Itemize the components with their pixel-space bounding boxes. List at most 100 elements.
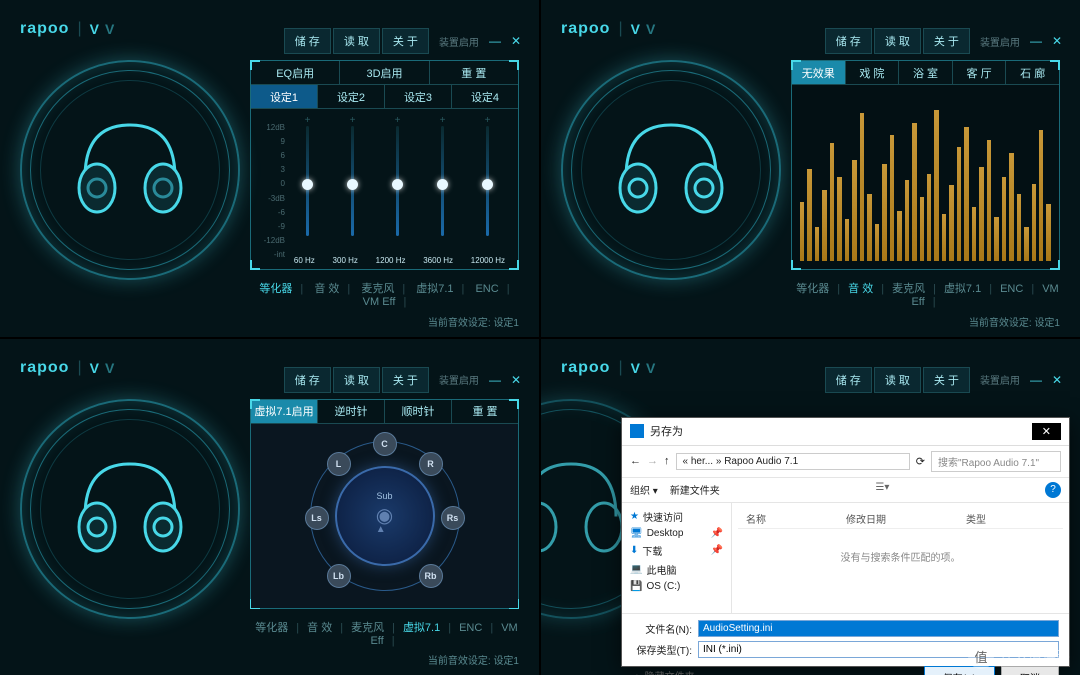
tab-preset3[interactable]: 设定3 <box>385 85 452 108</box>
view-icon[interactable]: ☰▾ <box>875 482 889 498</box>
save-button[interactable]: 储 存 <box>825 28 872 54</box>
save-button[interactable]: 储 存 <box>825 367 872 393</box>
load-button[interactable]: 读 取 <box>874 28 921 54</box>
close-icon[interactable]: ✕ <box>1052 34 1062 48</box>
spectrum-bar <box>934 110 938 261</box>
save-button[interactable]: 储 存 <box>284 28 331 54</box>
eq-slider[interactable] <box>351 126 354 236</box>
ft-eq[interactable]: 等化器 <box>792 283 833 295</box>
spk-r[interactable]: R <box>419 452 443 476</box>
apply-link[interactable]: 装置启用 <box>439 372 479 387</box>
spk-rb[interactable]: Rb <box>419 564 443 588</box>
ft-fx[interactable]: 音 效 <box>844 283 877 295</box>
apply-link[interactable]: 装置启用 <box>439 34 479 49</box>
eq-slider[interactable] <box>306 126 309 236</box>
about-button[interactable]: 关 于 <box>382 367 429 393</box>
minimize-icon[interactable]: — <box>1030 373 1042 387</box>
spk-ls[interactable]: Ls <box>305 506 329 530</box>
path-field[interactable]: « her... » Rapoo Audio 7.1 <box>676 453 910 470</box>
spectrum-bar <box>852 160 856 261</box>
ft-enc[interactable]: ENC <box>471 283 502 295</box>
spectrum-bar <box>882 164 886 261</box>
nav-fwd-icon[interactable]: → <box>647 455 658 467</box>
spectrum-bar <box>860 113 864 261</box>
ft-v71[interactable]: 虚拟7.1 <box>412 283 457 295</box>
side-osc[interactable]: 💾OS (C:) <box>626 579 727 594</box>
panel-fx: rapoo|VV 储 存读 取关 于装置启用—✕ 无效果 戏 院 浴 室 客 厅… <box>541 0 1080 337</box>
newfolder-button[interactable]: 新建文件夹 <box>670 482 720 498</box>
tab-3d-enable[interactable]: 3D启用 <box>340 61 429 84</box>
eq-slider[interactable] <box>396 126 399 236</box>
panel-save: rapoo|VV 储 存读 取关 于装置启用—✕ 另存为✕ ←→↑ « her.… <box>541 339 1080 675</box>
help-icon[interactable]: ? <box>1045 482 1061 498</box>
about-button[interactable]: 关 于 <box>923 367 970 393</box>
save-dialog: 另存为✕ ←→↑ « her... » Rapoo Audio 7.1⟳ 搜索"… <box>621 417 1070 668</box>
tab-living[interactable]: 客 厅 <box>953 61 1007 84</box>
spk-rs[interactable]: Rs <box>441 506 465 530</box>
ft-enc[interactable]: ENC <box>996 283 1027 295</box>
apply-link[interactable]: 装置启用 <box>980 372 1020 387</box>
tab-ccw[interactable]: 逆时针 <box>318 400 385 423</box>
side-desktop[interactable]: 🖥Desktop📌 <box>626 526 727 541</box>
nav-up-icon[interactable]: ↑ <box>664 455 670 467</box>
minimize-icon[interactable]: — <box>1030 34 1042 48</box>
apply-link[interactable]: 装置启用 <box>980 34 1020 49</box>
spectrum-bar <box>822 190 826 261</box>
side-quick[interactable]: ★快速访问 <box>626 507 727 526</box>
hide-folders-toggle[interactable]: ▲ 隐藏文件夹 <box>632 666 695 675</box>
tab-bath[interactable]: 浴 室 <box>899 61 953 84</box>
organize-menu[interactable]: 组织 ▾ <box>630 482 658 498</box>
ft-fx[interactable]: 音 效 <box>310 283 343 295</box>
filename-input[interactable] <box>698 620 1059 637</box>
close-icon[interactable]: ✕ <box>511 34 521 48</box>
search-field[interactable]: 搜索"Rapoo Audio 7.1" <box>931 451 1061 472</box>
minimize-icon[interactable]: — <box>489 34 501 48</box>
eq-slider[interactable] <box>486 126 489 236</box>
tab-preset2[interactable]: 设定2 <box>318 85 385 108</box>
spectrum-bar <box>979 167 983 261</box>
eq-slider[interactable] <box>441 126 444 236</box>
ft-mic[interactable]: 麦克风 <box>888 283 929 295</box>
spectrum-bar <box>942 214 946 261</box>
close-icon[interactable]: ✕ <box>1052 373 1062 387</box>
tab-eq-enable[interactable]: EQ启用 <box>251 61 340 84</box>
spectrum-bar <box>987 140 991 261</box>
tab-cw[interactable]: 顺时针 <box>385 400 452 423</box>
ft-v71[interactable]: 虚拟7.1 <box>399 622 444 634</box>
spectrum-bar <box>897 211 901 261</box>
side-downloads[interactable]: ⬇下载📌 <box>626 541 727 560</box>
ft-vm[interactable]: VM Eff <box>359 296 400 308</box>
load-button[interactable]: 读 取 <box>333 367 380 393</box>
spk-lb[interactable]: Lb <box>327 564 351 588</box>
nav-back-icon[interactable]: ← <box>630 455 641 467</box>
app-icon <box>630 424 644 438</box>
ft-mic[interactable]: 麦克风 <box>347 622 388 634</box>
ft-v71[interactable]: 虚拟7.1 <box>940 283 985 295</box>
close-icon[interactable]: ✕ <box>511 373 521 387</box>
ft-mic[interactable]: 麦克风 <box>357 283 398 295</box>
ft-fx[interactable]: 音 效 <box>303 622 336 634</box>
tab-preset1[interactable]: 设定1 <box>251 85 318 108</box>
spectrum-bar <box>964 127 968 261</box>
save-button[interactable]: 储 存 <box>284 367 331 393</box>
spk-l[interactable]: L <box>327 452 351 476</box>
about-button[interactable]: 关 于 <box>382 28 429 54</box>
tab-preset4[interactable]: 设定4 <box>452 85 518 108</box>
load-button[interactable]: 读 取 <box>333 28 380 54</box>
tab-v71-enable[interactable]: 虚拟7.1启用 <box>251 400 318 423</box>
minimize-icon[interactable]: — <box>489 373 501 387</box>
ft-eq[interactable]: 等化器 <box>255 283 296 295</box>
tab-reset[interactable]: 重 置 <box>430 61 518 84</box>
tab-theater[interactable]: 戏 院 <box>846 61 900 84</box>
dialog-title: 另存为 <box>650 423 683 439</box>
spk-c[interactable]: C <box>373 432 397 456</box>
about-button[interactable]: 关 于 <box>923 28 970 54</box>
load-button[interactable]: 读 取 <box>874 367 921 393</box>
ft-eq[interactable]: 等化器 <box>251 622 292 634</box>
side-pc[interactable]: 💻此电脑 <box>626 560 727 579</box>
ft-enc[interactable]: ENC <box>455 622 486 634</box>
dialog-close-button[interactable]: ✕ <box>1032 423 1061 440</box>
spectrum-bar <box>1024 227 1028 261</box>
panel-surround: rapoo|VV 储 存读 取关 于装置启用—✕ 虚拟7.1启用 逆时针 顺时针… <box>0 339 539 675</box>
spectrum-bar <box>972 207 976 261</box>
